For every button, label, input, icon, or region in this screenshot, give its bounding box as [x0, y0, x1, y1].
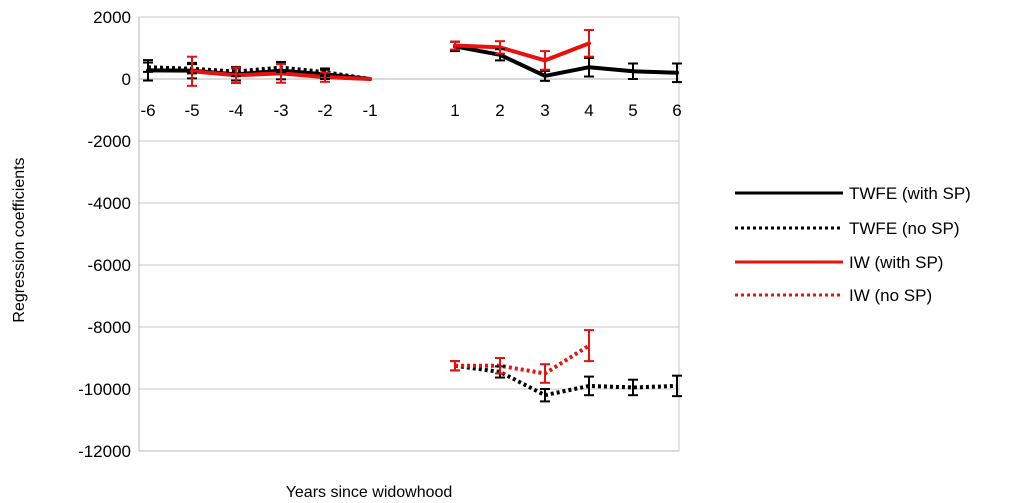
error-bar — [143, 61, 153, 73]
legend-item: TWFE (no SP) — [735, 219, 960, 238]
x-axis-title: Years since widowhood — [286, 484, 453, 501]
y-tick-label: -8000 — [88, 318, 131, 337]
y-tick-label: -10000 — [78, 380, 131, 399]
x-tick-label: -1 — [362, 101, 377, 120]
error-bar — [584, 329, 594, 363]
error-bar — [628, 62, 638, 80]
x-tick-label: 2 — [495, 101, 504, 120]
legend: TWFE (with SP) TWFE (no SP) IW (with SP) IW… — [735, 184, 971, 305]
legend-item: TWFE (with SP) — [735, 184, 971, 203]
x-tick-label: 6 — [672, 101, 681, 120]
error-bar — [672, 374, 682, 398]
legend-label: IW (no SP) — [849, 286, 932, 305]
error-bar — [584, 29, 594, 58]
error-bar — [320, 71, 330, 83]
error-bar — [584, 56, 594, 78]
series-line — [453, 41, 591, 63]
series-line — [453, 44, 679, 78]
x-tick-label: -5 — [184, 101, 199, 120]
series-line — [455, 343, 591, 376]
x-tick-label: 5 — [628, 101, 637, 120]
error-bar — [540, 69, 550, 82]
y-tick-label: 0 — [122, 70, 131, 89]
x-tick-label: 3 — [540, 101, 549, 120]
error-bar — [584, 375, 594, 397]
x-axis-ticks: -6 -5 -4 -3 -2 -1 1 2 3 4 5 6 — [140, 101, 681, 120]
error-bars — [143, 29, 682, 403]
legend-item: IW (with SP) — [735, 253, 943, 272]
x-tick-label: -4 — [228, 101, 243, 120]
error-bar — [672, 62, 682, 84]
error-bar — [495, 40, 505, 55]
legend-item: IW (no SP) — [735, 286, 932, 305]
error-bar — [495, 357, 505, 375]
error-bar — [540, 363, 550, 384]
series-lines — [146, 41, 679, 398]
error-bar — [231, 66, 241, 85]
y-tick-label: -6000 — [88, 256, 131, 275]
x-tick-label: -3 — [273, 101, 288, 120]
series-line — [454, 363, 678, 398]
error-bar — [276, 63, 286, 84]
error-bar — [450, 360, 460, 372]
y-axis-title: Regression coefficients — [11, 157, 28, 322]
legend-label: TWFE (no SP) — [849, 219, 960, 238]
error-bar — [628, 378, 638, 397]
y-tick-label: -2000 — [88, 132, 131, 151]
error-bar — [540, 388, 550, 403]
y-axis-ticks: 2000 0 -2000 -4000 -6000 -8000 -10000 -12000 — [78, 8, 131, 461]
plot-frame — [138, 16, 680, 452]
error-bar — [540, 50, 550, 71]
legend-label: TWFE (with SP) — [849, 184, 971, 203]
x-tick-label: 1 — [450, 101, 459, 120]
legend-label: IW (with SP) — [849, 253, 943, 272]
series-line — [147, 65, 371, 81]
y-tick-label: 2000 — [93, 8, 131, 27]
x-tick-label: -6 — [140, 101, 155, 120]
x-tick-label: 4 — [584, 101, 593, 120]
error-bar — [187, 55, 197, 87]
y-tick-label: -4000 — [88, 194, 131, 213]
x-tick-label: -2 — [317, 101, 332, 120]
error-bar — [450, 40, 460, 51]
y-tick-label: -12000 — [78, 442, 131, 461]
